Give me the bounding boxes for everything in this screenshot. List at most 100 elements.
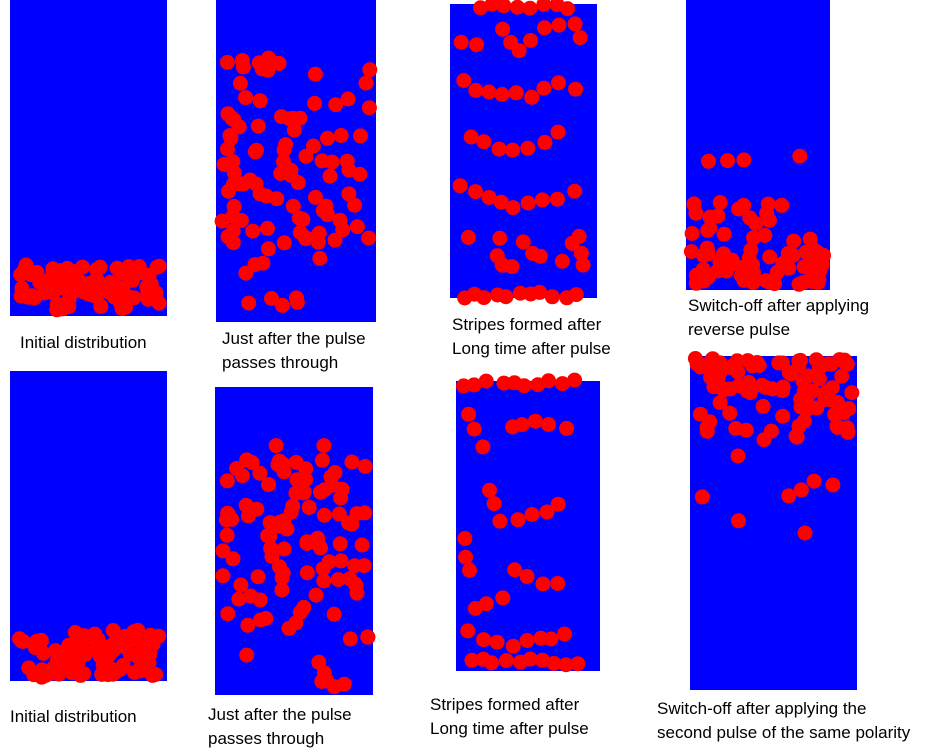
- particle: [457, 531, 473, 546]
- particle: [692, 406, 708, 422]
- particle: [476, 134, 492, 150]
- particle: [841, 401, 857, 416]
- particle: [683, 244, 699, 260]
- particle: [219, 527, 235, 543]
- particle: [341, 186, 357, 202]
- particle: [268, 438, 284, 454]
- particle: [511, 43, 527, 59]
- particle: [318, 198, 334, 214]
- particle: [520, 140, 536, 156]
- particle: [231, 119, 247, 135]
- particle: [557, 626, 573, 642]
- particle: [113, 285, 129, 301]
- particle: [116, 639, 132, 655]
- particle: [250, 118, 266, 134]
- particle: [220, 141, 235, 157]
- particle: [496, 375, 512, 391]
- particle: [252, 93, 268, 109]
- particle: [276, 235, 292, 251]
- caption: Just after the pulse passes through: [222, 327, 366, 375]
- particle: [550, 124, 566, 140]
- particle: [468, 82, 484, 98]
- particle: [239, 647, 255, 663]
- particle: [353, 128, 368, 144]
- particle: [731, 201, 747, 217]
- particle: [515, 234, 531, 250]
- particle: [305, 138, 321, 154]
- particle: [498, 653, 514, 668]
- particle: [219, 54, 235, 70]
- particle: [458, 549, 474, 565]
- particle: [45, 261, 61, 277]
- particle: [299, 565, 315, 581]
- particle: [551, 75, 566, 91]
- particle: [536, 80, 552, 96]
- particle: [301, 499, 317, 515]
- particle: [148, 667, 164, 682]
- particle: [510, 0, 525, 15]
- particle: [469, 37, 485, 53]
- particle: [247, 144, 263, 160]
- particle: [260, 528, 276, 544]
- particle: [567, 372, 583, 388]
- particle: [812, 356, 828, 372]
- particle: [554, 253, 570, 269]
- particle: [133, 663, 149, 679]
- particle: [307, 95, 323, 111]
- particle: [326, 606, 342, 622]
- particle: [308, 587, 324, 603]
- particle: [296, 485, 312, 501]
- particle: [456, 73, 472, 88]
- particle: [339, 153, 355, 169]
- particle: [736, 273, 752, 288]
- particle: [220, 106, 236, 122]
- particle: [244, 455, 260, 470]
- particle: [484, 0, 500, 12]
- particle: [361, 230, 377, 246]
- particle: [505, 142, 521, 158]
- particle: [498, 289, 514, 305]
- particle: [537, 20, 552, 36]
- particle: [795, 275, 811, 290]
- particle: [322, 168, 338, 184]
- caption: Switch-off after applying the second pul…: [657, 697, 910, 745]
- particle: [460, 229, 476, 245]
- particle: [29, 633, 45, 649]
- particle: [238, 497, 254, 513]
- particle: [695, 261, 711, 277]
- particle: [323, 469, 339, 485]
- caption-line-1: Initial distribution: [10, 707, 137, 726]
- particle: [771, 355, 787, 371]
- particle: [285, 498, 301, 514]
- particle: [700, 223, 716, 238]
- particle: [307, 66, 323, 82]
- particle: [142, 646, 158, 662]
- particle: [701, 153, 716, 169]
- particle: [492, 230, 508, 246]
- particle: [243, 588, 259, 604]
- caption-line-1: Just after the pulse: [222, 329, 366, 348]
- particle: [105, 623, 121, 638]
- particle: [516, 378, 532, 394]
- particle: [263, 540, 279, 556]
- particle: [543, 631, 559, 647]
- particle: [358, 75, 374, 91]
- particle: [317, 482, 333, 498]
- particle: [215, 568, 231, 584]
- particle: [34, 669, 50, 685]
- particle: [115, 657, 131, 673]
- particle: [712, 364, 728, 380]
- particle: [716, 246, 731, 262]
- particle: [216, 157, 232, 172]
- particle: [473, 0, 488, 16]
- particle: [524, 507, 540, 522]
- particle: [151, 295, 167, 311]
- caption: Stripes formed after Long time after pul…: [452, 313, 611, 361]
- caption-line-1: Stripes formed after: [452, 315, 602, 334]
- particle: [769, 264, 785, 280]
- particle: [489, 248, 505, 264]
- particle: [567, 183, 583, 199]
